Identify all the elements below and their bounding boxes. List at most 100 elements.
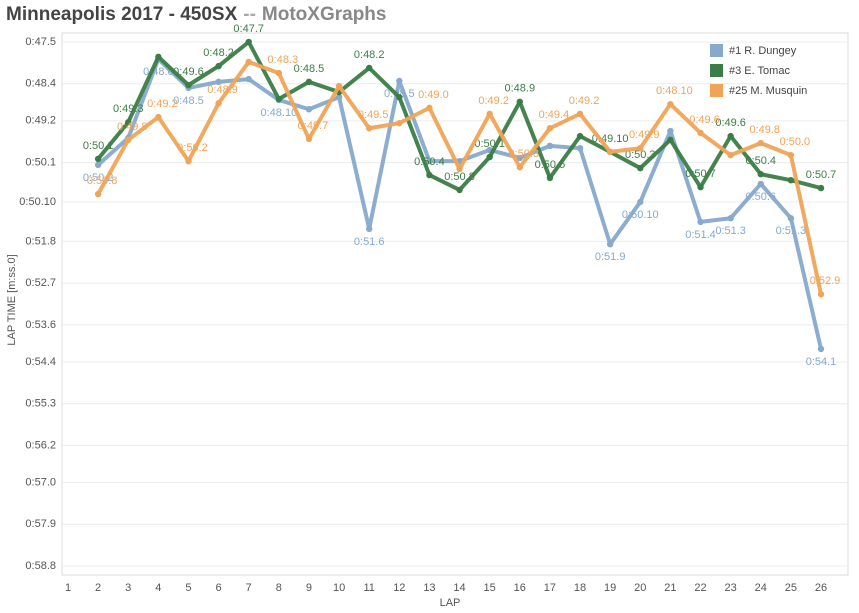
data-label: 0:49.8	[749, 124, 780, 136]
data-point	[697, 129, 704, 137]
x-tick-label: 10	[333, 582, 345, 594]
x-tick-label: 14	[453, 582, 465, 594]
series-line	[96, 57, 823, 350]
data-label: 0:51.3	[715, 225, 746, 237]
y-tick-label: 0:52.7	[25, 277, 56, 289]
data-point	[155, 113, 162, 121]
data-point	[546, 142, 554, 150]
y-axis-label: LAP TIME [m:ss.0]	[6, 254, 18, 345]
data-label: 0:51.3	[776, 225, 807, 237]
data-point	[757, 170, 764, 178]
data-label: 0:48.9	[505, 83, 536, 95]
x-tick-label: 9	[306, 582, 312, 594]
data-label: 0:50.7	[806, 169, 837, 181]
data-point	[245, 58, 252, 66]
data-point	[396, 93, 403, 101]
data-label: 0:49.2	[478, 95, 509, 107]
data-point	[155, 53, 162, 61]
y-tick-label: 0:58.8	[25, 560, 56, 572]
data-point	[757, 139, 764, 147]
data-label: 0:49.6	[173, 66, 204, 78]
data-point	[606, 240, 614, 248]
data-label: 0:49.9	[629, 129, 660, 141]
data-point	[817, 184, 825, 192]
x-tick-label: 12	[393, 582, 405, 594]
data-label: 0:50.4	[745, 155, 776, 167]
data-label: 0:50.3	[625, 149, 656, 161]
data-point	[426, 171, 433, 179]
data-point	[516, 164, 523, 171]
data-point	[245, 38, 252, 46]
data-point	[456, 165, 463, 173]
data-point	[516, 98, 523, 106]
data-label: 0:48.10	[656, 85, 693, 97]
x-tick-label: 17	[544, 582, 556, 594]
chart-title: Minneapolis 2017 - 450SX -- MotoXGraphs	[6, 4, 386, 25]
data-point	[396, 77, 403, 85]
x-tick-label: 19	[604, 582, 616, 594]
data-label: 0:48.3	[268, 54, 299, 66]
data-point	[215, 100, 222, 107]
data-point	[817, 291, 825, 298]
x-tick-label: 6	[216, 582, 222, 594]
legend-label: #25 M. Musquin	[729, 85, 807, 97]
legend-swatch	[710, 44, 723, 57]
data-point	[576, 132, 584, 140]
data-point	[215, 62, 222, 70]
data-point	[606, 148, 614, 156]
data-point	[245, 75, 252, 83]
data-point	[546, 174, 554, 182]
data-point	[396, 119, 403, 127]
data-label: 0:50.0	[780, 136, 811, 148]
data-point	[667, 127, 674, 135]
data-point	[94, 190, 102, 198]
y-tick-label: 0:53.6	[25, 319, 56, 331]
data-point	[305, 106, 313, 113]
data-point	[516, 154, 523, 162]
y-tick-label: 0:56.2	[25, 439, 56, 451]
data-label: 0:50.10	[622, 209, 659, 221]
x-tick-label: 4	[155, 582, 161, 594]
data-label: 0:49.8	[117, 121, 148, 133]
x-tick-label: 1	[65, 582, 71, 594]
y-tick-label: 0:54.4	[25, 356, 56, 368]
data-label: 0:48.2	[203, 47, 234, 59]
data-label: 0:50.6	[745, 191, 776, 203]
data-point	[305, 135, 313, 143]
data-point	[727, 151, 734, 159]
data-point	[185, 81, 192, 89]
y-tick-label: 0:50.1	[25, 156, 56, 168]
data-label: 0:49.3	[113, 103, 144, 115]
data-label: 0:49.2	[147, 98, 178, 110]
data-label: 0:49.2	[569, 95, 600, 107]
data-point	[637, 144, 644, 152]
data-label: 0:50.4	[414, 156, 445, 168]
x-tick-label: 25	[785, 582, 797, 594]
x-tick-label: 24	[755, 582, 767, 594]
data-label: 0:48.5	[173, 95, 204, 107]
x-axis-label: LAP	[440, 597, 461, 609]
data-point	[366, 64, 373, 72]
x-tick-label: 13	[423, 582, 435, 594]
data-point	[275, 95, 283, 103]
y-tick-label: 0:57.9	[25, 518, 56, 530]
data-point	[576, 144, 584, 152]
x-tick-label: 15	[484, 582, 496, 594]
data-point	[787, 151, 795, 159]
data-point	[787, 176, 795, 184]
data-label: 0:51.4	[685, 229, 716, 241]
data-point	[667, 136, 674, 144]
legend-swatch	[710, 64, 723, 77]
data-label: 0:49.4	[539, 109, 570, 121]
plot-area	[61, 32, 849, 576]
y-tick-label: 0:48.4	[25, 78, 56, 90]
x-tick-label: 23	[725, 582, 737, 594]
data-label: 0:47.7	[233, 23, 264, 35]
data-point	[305, 78, 313, 86]
data-label: 0:49.6	[689, 114, 720, 126]
data-point	[697, 218, 704, 226]
data-point	[125, 119, 132, 126]
data-point	[94, 161, 102, 169]
data-point	[335, 82, 343, 90]
